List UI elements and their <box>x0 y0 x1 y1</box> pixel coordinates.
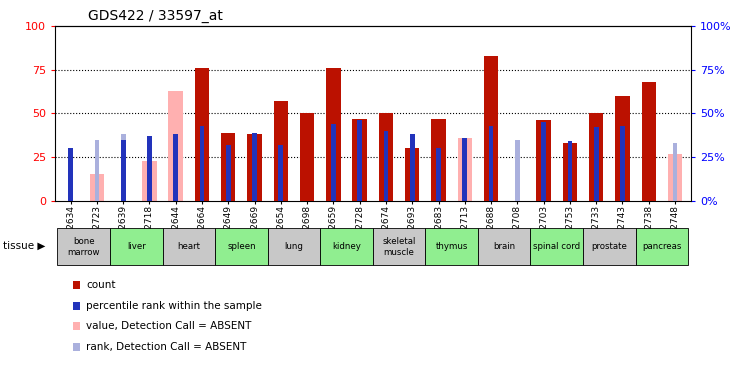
Text: heart: heart <box>178 242 200 251</box>
Bar <box>373 228 425 266</box>
Text: liver: liver <box>127 242 145 251</box>
Text: lung: lung <box>284 242 303 251</box>
Bar <box>352 118 367 201</box>
Bar <box>668 153 682 201</box>
Bar <box>425 228 478 266</box>
Bar <box>58 228 110 266</box>
Bar <box>642 153 656 201</box>
Text: skeletal
muscle: skeletal muscle <box>382 237 416 256</box>
Bar <box>384 131 388 201</box>
Bar <box>68 148 73 201</box>
Bar <box>642 82 656 201</box>
Bar <box>458 138 472 201</box>
Bar <box>279 145 283 201</box>
Bar <box>478 228 531 266</box>
Bar <box>68 148 73 201</box>
Text: percentile rank within the sample: percentile rank within the sample <box>86 301 262 310</box>
Bar <box>484 56 499 201</box>
Text: GDS422 / 33597_at: GDS422 / 33597_at <box>88 9 223 23</box>
Bar <box>583 228 636 266</box>
Bar <box>431 118 446 201</box>
Bar <box>94 140 99 201</box>
Bar <box>194 68 209 201</box>
Bar <box>326 68 341 201</box>
Text: spleen: spleen <box>227 242 256 251</box>
Bar <box>589 113 603 201</box>
Bar <box>90 174 104 201</box>
Bar <box>410 134 414 201</box>
Bar <box>215 228 268 266</box>
Bar <box>221 133 235 201</box>
Bar <box>673 143 678 201</box>
Bar <box>531 228 583 266</box>
Bar <box>300 113 314 201</box>
Bar <box>110 228 162 266</box>
Text: tissue ▶: tissue ▶ <box>3 241 45 250</box>
Bar <box>537 120 551 201</box>
Bar <box>463 138 467 201</box>
Bar <box>567 141 572 201</box>
Bar <box>379 113 393 201</box>
Bar <box>143 160 156 201</box>
Bar <box>489 126 493 201</box>
Bar <box>636 228 688 266</box>
Bar <box>563 143 577 201</box>
Text: bone
marrow: bone marrow <box>67 237 100 256</box>
Text: rank, Detection Call = ABSENT: rank, Detection Call = ABSENT <box>86 342 246 352</box>
Bar <box>405 148 420 201</box>
Bar <box>252 133 257 201</box>
Bar <box>121 134 126 201</box>
Text: thymus: thymus <box>436 242 468 251</box>
Bar <box>320 228 373 266</box>
Bar <box>173 134 178 201</box>
Bar <box>268 228 320 266</box>
Text: kidney: kidney <box>332 242 361 251</box>
Bar <box>147 136 152 201</box>
Text: value, Detection Call = ABSENT: value, Detection Call = ABSENT <box>86 321 251 331</box>
Bar <box>357 120 362 201</box>
Text: spinal cord: spinal cord <box>533 242 580 251</box>
Bar <box>162 228 215 266</box>
Bar <box>646 143 651 201</box>
Bar <box>620 126 625 201</box>
Bar <box>436 148 441 201</box>
Text: prostate: prostate <box>591 242 627 251</box>
Text: brain: brain <box>493 242 515 251</box>
Bar <box>515 140 520 201</box>
Bar <box>541 122 546 201</box>
Bar <box>616 96 629 201</box>
Bar <box>273 101 288 201</box>
Bar <box>121 140 126 201</box>
Bar <box>247 134 262 201</box>
Bar <box>331 124 336 201</box>
Bar <box>200 126 205 201</box>
Bar <box>226 145 231 201</box>
Bar <box>147 136 152 201</box>
Bar <box>594 128 599 201</box>
Text: pancreas: pancreas <box>643 242 681 251</box>
Bar <box>168 91 183 201</box>
Text: count: count <box>86 280 115 290</box>
Bar <box>173 134 178 201</box>
